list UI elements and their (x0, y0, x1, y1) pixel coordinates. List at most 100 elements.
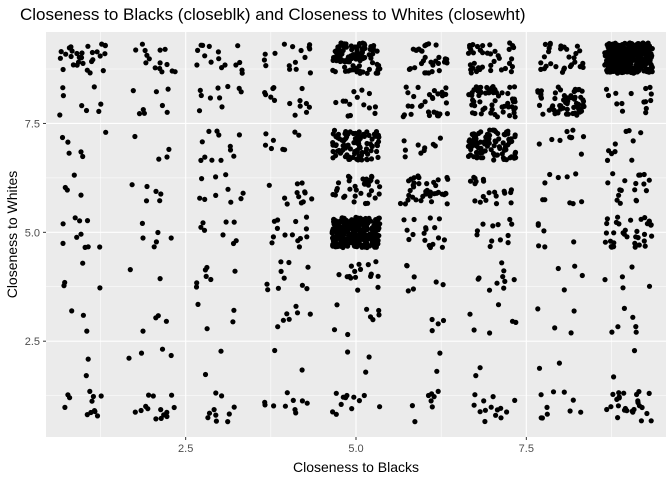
data-point (428, 199, 435, 205)
data-point (646, 177, 652, 183)
data-point (434, 110, 440, 116)
data-point (208, 276, 214, 283)
data-point (225, 83, 231, 90)
data-point (237, 59, 243, 66)
data-point (552, 111, 558, 117)
data-point (610, 171, 616, 177)
data-point (261, 57, 267, 63)
data-point (133, 47, 139, 53)
data-point (472, 181, 478, 187)
data-point (500, 274, 506, 280)
data-point (272, 347, 278, 354)
data-point (275, 217, 281, 223)
data-point (439, 244, 445, 250)
data-point (535, 89, 541, 95)
data-point (374, 179, 380, 185)
data-point (366, 66, 372, 72)
data-point (620, 285, 626, 291)
data-point (368, 218, 374, 224)
data-point (506, 46, 512, 53)
data-point (415, 142, 421, 148)
data-point (412, 419, 418, 425)
data-point (495, 130, 501, 137)
data-point (435, 321, 441, 327)
data-point (227, 147, 234, 153)
data-point (366, 354, 372, 360)
data-point (140, 235, 146, 241)
data-point (648, 62, 654, 68)
data-point (356, 129, 362, 135)
data-point (159, 346, 166, 352)
data-point (487, 42, 493, 48)
data-point (376, 307, 382, 314)
data-point (648, 222, 654, 228)
data-point (336, 272, 342, 278)
data-point (206, 410, 213, 416)
data-point (136, 111, 143, 117)
data-point (271, 97, 278, 103)
data-point (561, 389, 567, 395)
data-point (363, 216, 369, 222)
data-point (98, 393, 104, 399)
data-point (478, 111, 484, 117)
data-point (284, 390, 290, 396)
data-point (490, 394, 496, 400)
data-point (372, 104, 378, 110)
data-point (628, 69, 635, 76)
data-point (213, 412, 219, 418)
data-point (143, 60, 149, 66)
data-point (641, 59, 647, 65)
data-point (427, 193, 433, 199)
data-point (219, 393, 225, 399)
data-point (286, 259, 292, 266)
data-point (604, 220, 610, 227)
data-point (555, 265, 561, 272)
data-point (367, 314, 374, 320)
data-point (366, 90, 372, 97)
data-point (564, 128, 570, 135)
y-tick-label: 2.5 (25, 336, 40, 348)
data-point (303, 226, 309, 232)
data-point (506, 60, 513, 66)
data-point (570, 397, 576, 403)
data-point (503, 157, 509, 163)
data-point (158, 407, 164, 413)
data-point (282, 403, 288, 409)
data-point (433, 42, 439, 48)
data-point (649, 233, 655, 239)
data-point (471, 174, 477, 180)
data-point (492, 189, 498, 195)
data-point (633, 329, 639, 335)
data-point (198, 92, 204, 99)
data-point (60, 93, 66, 99)
data-point (427, 189, 433, 195)
data-point (197, 87, 203, 93)
data-point (368, 177, 374, 183)
data-point (641, 238, 647, 244)
data-point (197, 195, 203, 201)
data-point (141, 110, 147, 116)
data-point (616, 192, 622, 198)
data-point (83, 107, 90, 114)
data-point (299, 367, 305, 373)
data-point (215, 85, 221, 91)
data-point (375, 237, 381, 244)
data-point (495, 302, 502, 308)
data-point (578, 409, 584, 415)
data-point (494, 114, 500, 120)
data-point (338, 401, 344, 407)
data-point (444, 111, 450, 117)
data-point (410, 231, 416, 238)
data-point (570, 201, 576, 207)
data-point (440, 282, 446, 288)
data-point (286, 316, 292, 322)
data-point (574, 112, 580, 118)
data-point (512, 99, 518, 105)
data-point (208, 59, 214, 65)
data-point (373, 242, 379, 248)
data-point (201, 227, 208, 233)
data-point (368, 271, 374, 277)
data-point (616, 395, 622, 401)
data-point (555, 174, 561, 181)
data-point (330, 148, 336, 155)
